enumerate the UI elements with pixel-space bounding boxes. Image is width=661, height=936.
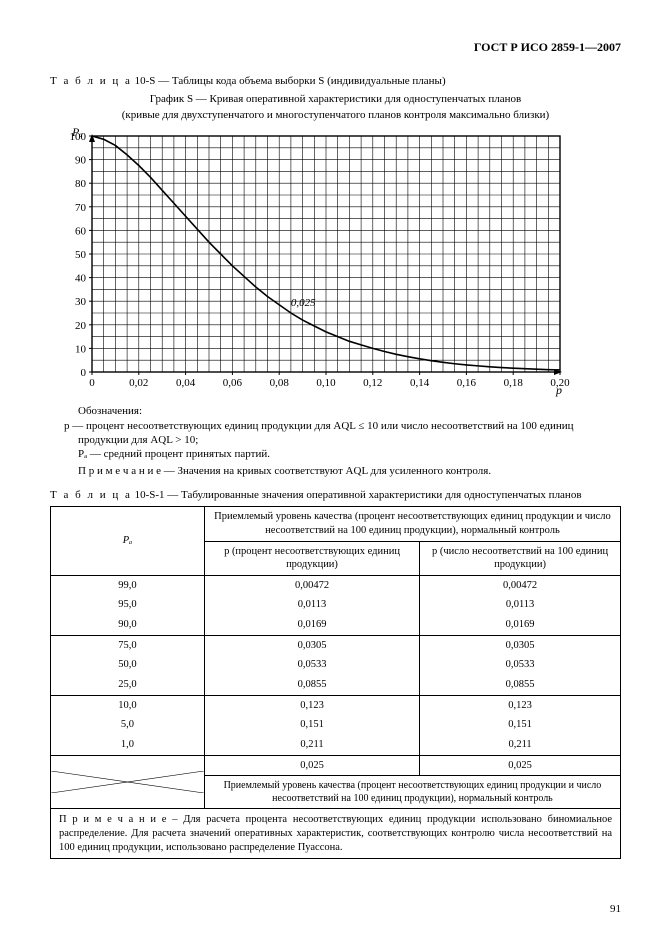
table-row: 99,00,004720,00472 (51, 575, 621, 595)
cell-c2: 0,0113 (420, 595, 621, 615)
svg-text:0: 0 (89, 377, 95, 389)
svg-text:10: 10 (75, 344, 87, 356)
th-bottom: Приемлемый уровень качества (процент нес… (204, 776, 620, 809)
svg-text:0,04: 0,04 (176, 377, 196, 389)
svg-text:70: 70 (75, 202, 87, 214)
svg-text:60: 60 (75, 226, 87, 238)
oc-curve-chart: 010203040506070809010000,020,040,060,080… (50, 128, 621, 398)
cell-c1: 0,0113 (204, 595, 419, 615)
note-1: П р и м е ч а н и е — Значения на кривых… (50, 464, 621, 478)
table-row: 50,00,05330,0533 (51, 655, 621, 675)
svg-text:0: 0 (81, 367, 87, 379)
cell-pa: 10,0 (51, 695, 205, 715)
table-row: 90,00,01690,0169 (51, 615, 621, 635)
document-id: ГОСТ Р ИСО 2859-1—2007 (50, 40, 621, 56)
cell-pa: 99,0 (51, 575, 205, 595)
chart-subtitle: (кривые для двухступенчатого и многоступ… (50, 108, 621, 122)
caption-prefix-2: Т а б л и ц а (50, 489, 132, 501)
cell-c1: 0,0855 (204, 675, 419, 695)
svg-text:0,18: 0,18 (504, 377, 524, 389)
cell-c2: 0,00472 (420, 575, 621, 595)
cell-pa: 1,0 (51, 735, 205, 755)
defs-heading: Обозначения: (50, 404, 621, 418)
table-row: 25,00,08550,0855 (51, 675, 621, 695)
cell-c2: 0,211 (420, 735, 621, 755)
page-number: 91 (610, 902, 621, 916)
th-top: Приемлемый уровень качества (процент нес… (204, 507, 620, 541)
cell-c2: 0,151 (420, 715, 621, 735)
chart-svg: 010203040506070809010000,020,040,060,080… (50, 128, 570, 398)
svg-text:0,08: 0,08 (270, 377, 290, 389)
svg-text:Pₐ: Pₐ (71, 128, 83, 139)
svg-text:0,14: 0,14 (410, 377, 430, 389)
table-caption-1: Т а б л и ц а 10-S — Таблицы кода объема… (50, 74, 621, 88)
cell-c1: 0,123 (204, 695, 419, 715)
page: ГОСТ Р ИСО 2859-1—2007 Т а б л и ц а 10-… (0, 0, 661, 936)
cell-pa: 5,0 (51, 715, 205, 735)
cell-c1: 0,0305 (204, 635, 419, 655)
cell-pa: 95,0 (51, 595, 205, 615)
svg-text:0,12: 0,12 (363, 377, 382, 389)
cell-c1: 0,211 (204, 735, 419, 755)
svg-text:0,025: 0,025 (291, 297, 316, 309)
svg-text:20: 20 (75, 320, 87, 332)
svg-text:90: 90 (75, 155, 87, 167)
cell-c1-bottom: 0,025 (204, 755, 419, 776)
th-col1: p (процент несоответствующих единиц прод… (204, 541, 419, 575)
caption-text-2: 10-S-1 — Табулированные значения операти… (132, 489, 582, 501)
cell-c1: 0,0533 (204, 655, 419, 675)
svg-text:0,10: 0,10 (316, 377, 336, 389)
oc-table: Pₐ Приемлемый уровень качества (процент … (50, 506, 621, 859)
svg-text:80: 80 (75, 179, 87, 191)
table-row-footnote: П р и м е ч а н и е – Для расчета процен… (51, 809, 621, 859)
th-pa: Pₐ (51, 507, 205, 576)
chart-title: График S — Кривая оперативной характерис… (50, 92, 621, 106)
def-pa: Pₐ — средний процент принятых партий. (50, 447, 621, 461)
cell-c2: 0,123 (420, 695, 621, 715)
cell-c2: 0,0169 (420, 615, 621, 635)
cell-c1: 0,0169 (204, 615, 419, 635)
table-row: 10,00,1230,123 (51, 695, 621, 715)
table-caption-2: Т а б л и ц а 10-S-1 — Табулированные зн… (50, 488, 621, 502)
th-col2: p (число несоответствий на 100 единиц пр… (420, 541, 621, 575)
footnote-cell: П р и м е ч а н и е – Для расчета процен… (51, 809, 621, 859)
note-text: Значения на кривых соответствуют AQL для… (178, 465, 492, 477)
cell-cross (51, 755, 205, 809)
table-row: 1,00,2110,211 (51, 735, 621, 755)
cell-c2: 0,0855 (420, 675, 621, 695)
cell-c1: 0,151 (204, 715, 419, 735)
cell-pa: 50,0 (51, 655, 205, 675)
svg-text:40: 40 (75, 273, 87, 285)
def-p: p — процент несоответствующих единиц про… (50, 419, 621, 448)
cell-pa: 25,0 (51, 675, 205, 695)
table-row: 95,00,01130,0113 (51, 595, 621, 615)
table-row: 75,00,03050,0305 (51, 635, 621, 655)
svg-text:50: 50 (75, 249, 87, 261)
caption-prefix: Т а б л и ц а (50, 75, 132, 87)
note-prefix: П р и м е ч а н и е — (78, 465, 178, 477)
cell-c2: 0,0533 (420, 655, 621, 675)
table-row-cross: 0,0250,025 (51, 755, 621, 776)
caption-text: 10-S — Таблицы кода объема выборки S (ин… (132, 75, 446, 87)
definitions: Обозначения: p — процент несоответствующ… (50, 404, 621, 477)
svg-text:30: 30 (75, 297, 87, 309)
cell-pa: 75,0 (51, 635, 205, 655)
cell-pa: 90,0 (51, 615, 205, 635)
cell-c2: 0,0305 (420, 635, 621, 655)
svg-text:0,06: 0,06 (223, 377, 243, 389)
svg-text:p: p (555, 383, 562, 397)
cell-c1: 0,00472 (204, 575, 419, 595)
svg-text:0,02: 0,02 (129, 377, 148, 389)
table-row: 5,00,1510,151 (51, 715, 621, 735)
cell-c2-bottom: 0,025 (420, 755, 621, 776)
svg-text:0,16: 0,16 (457, 377, 477, 389)
